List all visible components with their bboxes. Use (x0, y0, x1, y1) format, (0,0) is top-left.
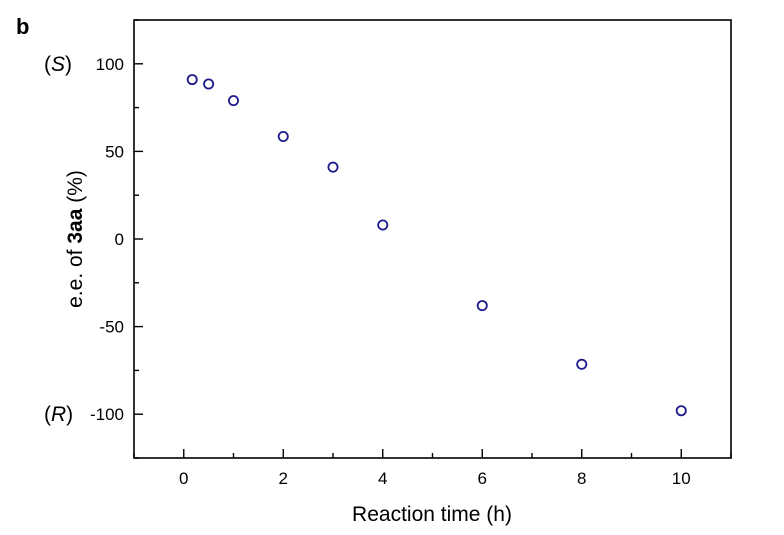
y-tick-label: -50 (99, 318, 124, 337)
data-point (186, 74, 198, 86)
y-tick-label: 0 (115, 230, 124, 249)
y-axis: -100 -50 0 50 100 (90, 19, 143, 459)
y-tick-label: 50 (105, 142, 124, 161)
y-axis-title-prefix: e.e. of (64, 244, 87, 308)
data-point (476, 300, 488, 312)
data-point (377, 219, 389, 231)
y-side-label: (S) (44, 53, 72, 76)
x-tick-label: 2 (279, 469, 288, 488)
data-point (203, 78, 215, 90)
plot-frame (133, 19, 732, 459)
y-tick-label: 100 (96, 55, 124, 74)
x-tick-label: 10 (672, 469, 691, 488)
x-tick-label: 4 (378, 469, 387, 488)
x-tick-label: 0 (179, 469, 188, 488)
x-tick-label: 8 (577, 469, 586, 488)
x-tick-label: 6 (478, 469, 487, 488)
y-axis-title: e.e. of 3aa (%) (64, 170, 87, 308)
y-axis-title-suffix: (%) (64, 170, 87, 209)
data-point (327, 161, 339, 173)
y-tick-label: -100 (90, 405, 124, 424)
data-point (227, 95, 239, 107)
x-axis-title: Reaction time (h) (352, 503, 512, 526)
panel-label: b (16, 14, 29, 39)
data-point (576, 358, 588, 370)
y-side-label: (R) (44, 403, 73, 426)
data-series (186, 74, 687, 417)
data-point (277, 131, 289, 143)
x-axis: 0 2 4 6 8 10 (133, 449, 732, 488)
y-side-labels: (S) (R) (44, 53, 73, 426)
data-point (675, 405, 687, 417)
y-axis-title-compound: 3aa (64, 208, 87, 243)
